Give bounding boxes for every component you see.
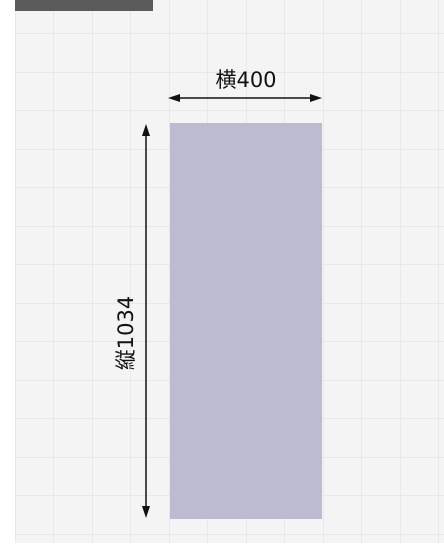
width-arrow-left-head	[168, 94, 180, 102]
width-arrow-right-head	[310, 94, 322, 102]
height-arrow-top-head	[142, 124, 150, 136]
height-dimension: 縦1034	[114, 124, 150, 518]
header-bar	[15, 0, 153, 11]
width-label: 横400	[215, 68, 276, 92]
rectangle-shape	[170, 123, 322, 519]
width-dimension: 横400	[168, 68, 322, 102]
height-label: 縦1034	[114, 296, 138, 370]
height-arrow-bottom-head	[142, 506, 150, 518]
